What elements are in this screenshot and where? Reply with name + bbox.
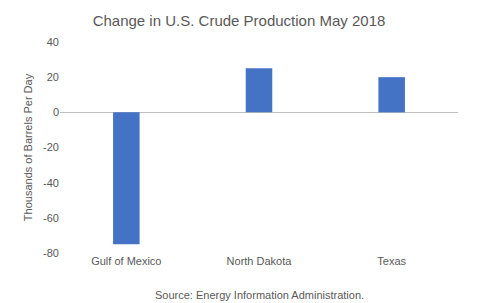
- svg-text:North Dakota: North Dakota: [227, 255, 293, 267]
- svg-text:Texas: Texas: [377, 255, 406, 267]
- svg-text:-40: -40: [43, 177, 59, 189]
- svg-text:0: 0: [53, 106, 59, 118]
- svg-text:Change in U.S. Crude Productio: Change in U.S. Crude Production May 2018: [93, 12, 386, 29]
- svg-text:-20: -20: [43, 141, 59, 153]
- svg-text:Source: Energy Information Adm: Source: Energy Information Administratio…: [155, 289, 364, 301]
- svg-text:-60: -60: [43, 212, 59, 224]
- svg-text:Thousands of Barrels Per Day: Thousands of Barrels Per Day: [22, 73, 34, 221]
- svg-text:-80: -80: [43, 247, 59, 259]
- svg-text:40: 40: [47, 36, 59, 48]
- svg-text:20: 20: [47, 71, 59, 83]
- svg-text:Gulf of Mexico: Gulf of Mexico: [91, 255, 161, 267]
